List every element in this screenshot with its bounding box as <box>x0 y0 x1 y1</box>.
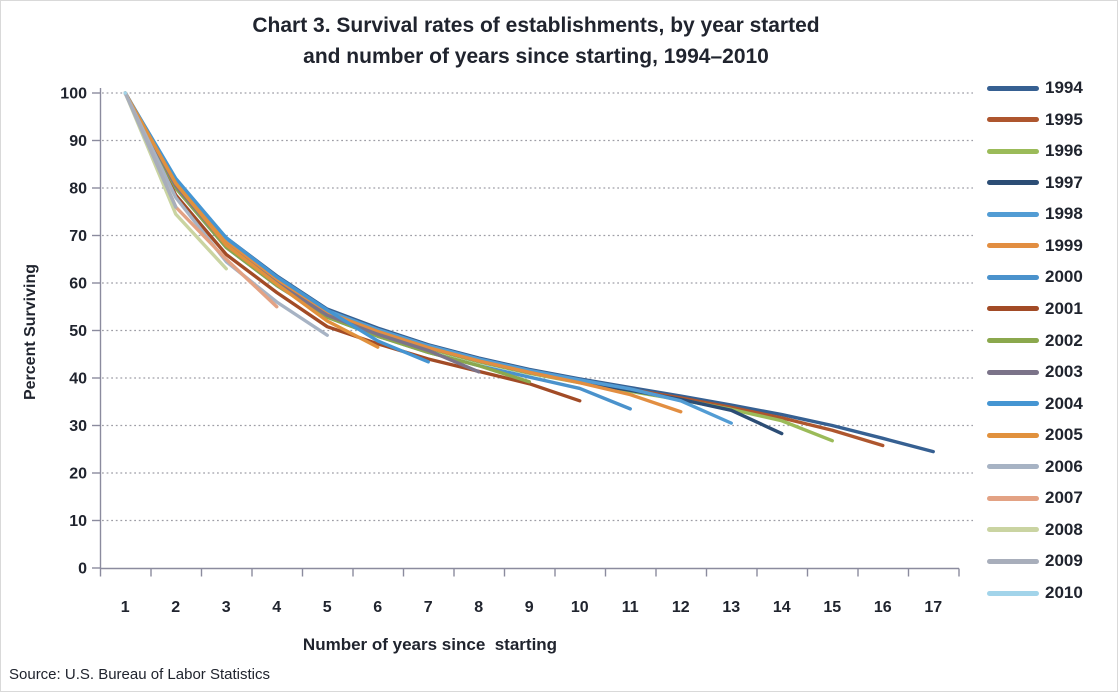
x-tick-label-1: 1 <box>121 599 130 616</box>
x-tick-label-8: 8 <box>474 599 483 616</box>
legend-swatch-2003 <box>987 369 1039 375</box>
legend-item-2010: 2010 <box>987 583 1083 602</box>
legend-label-2000: 2000 <box>1045 267 1083 287</box>
legend-item-2000: 2000 <box>987 267 1083 287</box>
x-tick-label-10: 10 <box>571 599 589 616</box>
legend-item-1995: 1995 <box>987 109 1083 129</box>
y-tick-label-0: 0 <box>78 561 87 578</box>
y-tick-label-100: 100 <box>60 86 87 103</box>
series-line-2002 <box>123 91 531 384</box>
legend-swatch-1999 <box>987 243 1039 249</box>
x-tick-label-17: 17 <box>924 599 942 616</box>
legend-item-2007: 2007 <box>987 488 1083 508</box>
y-tick-label-20: 20 <box>69 466 87 483</box>
series-line-1994 <box>123 91 935 454</box>
x-tick-label-13: 13 <box>722 599 740 616</box>
legend-item-1998: 1998 <box>987 204 1083 224</box>
chart-title: Chart 3. Survival rates of establishment… <box>111 10 961 72</box>
x-tick-label-9: 9 <box>525 599 534 616</box>
legend-swatch-1994 <box>987 85 1039 91</box>
y-tick-label-10: 10 <box>69 513 87 530</box>
x-tick-label-5: 5 <box>323 599 332 616</box>
legend-label-2007: 2007 <box>1045 488 1083 508</box>
legend-item-2006: 2006 <box>987 456 1083 476</box>
x-tick-label-3: 3 <box>222 599 231 616</box>
chart-title-line2: and number of years since starting, 1994… <box>303 45 769 68</box>
series-line-1997 <box>123 91 784 436</box>
y-tick-label-70: 70 <box>69 228 87 245</box>
y-tick-label-40: 40 <box>69 371 87 388</box>
legend-swatch-2005 <box>987 432 1039 438</box>
legend-label-2009: 2009 <box>1045 551 1083 571</box>
series-line-2004 <box>123 91 430 364</box>
source-note: Source: U.S. Bureau of Labor Statistics <box>9 666 270 683</box>
legend-swatch-2010 <box>987 590 1039 596</box>
legend-swatch-1995 <box>987 117 1039 123</box>
legend-label-1997: 1997 <box>1045 172 1083 192</box>
legend-label-1996: 1996 <box>1045 141 1083 161</box>
legend-swatch-2008 <box>987 527 1039 533</box>
legend-item-2004: 2004 <box>987 393 1083 413</box>
legend-item-2009: 2009 <box>987 551 1083 571</box>
legend: 1994 1995 1996 1997 1998 1999 2000 2001 2002 2003… <box>987 78 1083 602</box>
series-line-2001 <box>123 91 582 403</box>
legend-swatch-2007 <box>987 495 1039 501</box>
y-tick-label-30: 30 <box>69 418 87 435</box>
legend-label-2008: 2008 <box>1045 519 1083 539</box>
series-line-2009 <box>123 91 178 209</box>
legend-label-2006: 2006 <box>1045 456 1083 476</box>
x-tick-label-11: 11 <box>622 599 639 616</box>
legend-label-2005: 2005 <box>1045 425 1083 445</box>
legend-item-2002: 2002 <box>987 330 1083 350</box>
legend-swatch-2004 <box>987 401 1039 407</box>
legend-label-1995: 1995 <box>1045 109 1083 129</box>
legend-swatch-2000 <box>987 274 1039 280</box>
series-point-2010 <box>123 91 127 95</box>
legend-label-2002: 2002 <box>1045 330 1083 350</box>
legend-swatch-2002 <box>987 338 1039 343</box>
x-tick-label-15: 15 <box>823 599 841 616</box>
y-tick-label-60: 60 <box>69 276 87 293</box>
x-axis-title: Number of years since starting <box>302 635 558 654</box>
y-tick-label-80: 80 <box>69 181 87 198</box>
legend-item-2008: 2008 <box>987 519 1083 539</box>
legend-item-1997: 1997 <box>987 172 1083 192</box>
legend-item-1996: 1996 <box>987 141 1083 161</box>
legend-swatch-2006 <box>987 464 1039 470</box>
legend-swatch-1997 <box>987 180 1039 186</box>
series-line-2005 <box>123 91 380 349</box>
legend-item-1999: 1999 <box>987 235 1083 255</box>
x-tick-label-4: 4 <box>272 599 281 616</box>
x-tick-label-2: 2 <box>171 599 180 616</box>
legend-swatch-1998 <box>987 211 1039 217</box>
legend-label-2001: 2001 <box>1045 298 1083 318</box>
y-axis-title: Percent Surviving <box>22 263 39 401</box>
legend-label-1999: 1999 <box>1045 235 1083 255</box>
legend-label-1994: 1994 <box>1045 78 1083 97</box>
series-line-2006 <box>123 91 329 337</box>
legend-label-2004: 2004 <box>1045 393 1083 413</box>
legend-item-1994: 1994 <box>987 78 1083 97</box>
y-tick-label-90: 90 <box>69 133 87 150</box>
legend-swatch-2001 <box>987 306 1039 312</box>
legend-label-1998: 1998 <box>1045 204 1083 224</box>
x-tick-label-6: 6 <box>373 599 382 616</box>
x-tick-label-7: 7 <box>424 599 433 616</box>
y-tick-label-50: 50 <box>69 323 87 340</box>
legend-swatch-2009 <box>987 558 1039 564</box>
x-tick-label-16: 16 <box>874 599 892 616</box>
x-tick-label-12: 12 <box>672 599 690 616</box>
x-tick-label-14: 14 <box>773 599 791 616</box>
legend-label-2003: 2003 <box>1045 362 1083 382</box>
legend-label-2010: 2010 <box>1045 583 1083 602</box>
legend-item-2001: 2001 <box>987 298 1083 318</box>
legend-swatch-1996 <box>987 148 1039 154</box>
chart-title-line1: Chart 3. Survival rates of establishment… <box>252 14 820 37</box>
legend-item-2005: 2005 <box>987 425 1083 445</box>
legend-item-2003: 2003 <box>987 362 1083 382</box>
